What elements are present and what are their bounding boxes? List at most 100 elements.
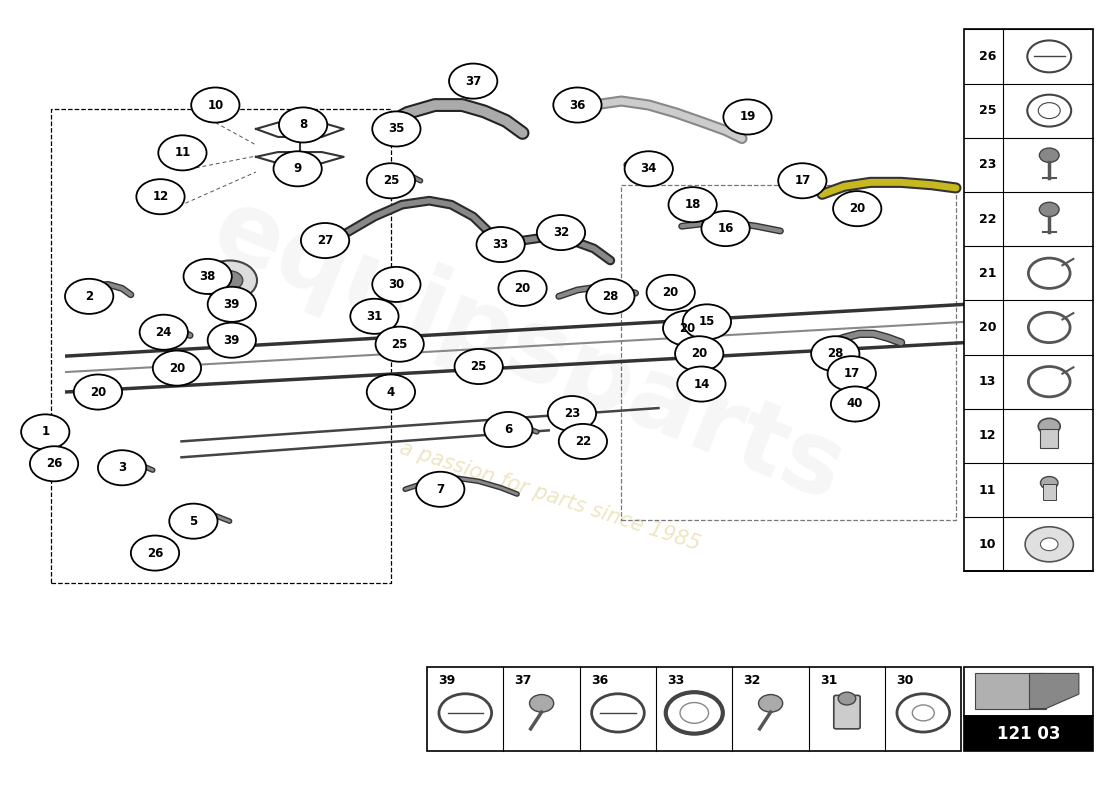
Text: 4: 4 [387, 386, 395, 398]
Circle shape [350, 298, 398, 334]
Text: 12: 12 [979, 430, 997, 442]
Circle shape [647, 275, 695, 310]
Circle shape [454, 349, 503, 384]
Text: 121 03: 121 03 [997, 725, 1060, 742]
Circle shape [537, 215, 585, 250]
Text: 39: 39 [223, 334, 240, 346]
Circle shape [372, 267, 420, 302]
Circle shape [759, 694, 783, 712]
Circle shape [169, 504, 218, 538]
Text: a passion for parts since 1985: a passion for parts since 1985 [397, 438, 703, 554]
Text: 14: 14 [693, 378, 710, 390]
Text: 15: 15 [698, 315, 715, 328]
Circle shape [827, 356, 876, 391]
Circle shape [702, 211, 750, 246]
FancyBboxPatch shape [964, 717, 1093, 750]
Text: 25: 25 [471, 360, 487, 373]
Text: 12: 12 [153, 190, 168, 203]
Circle shape [65, 279, 113, 314]
Circle shape [559, 424, 607, 459]
Text: 13: 13 [979, 375, 997, 388]
Text: 36: 36 [591, 674, 608, 687]
Circle shape [1040, 148, 1059, 162]
Circle shape [1025, 526, 1074, 562]
Text: 26: 26 [46, 458, 63, 470]
Text: 8: 8 [299, 118, 307, 131]
Circle shape [1041, 538, 1058, 550]
Text: equipsparts: equipsparts [198, 182, 858, 523]
Text: 36: 36 [569, 98, 585, 111]
Text: 24: 24 [155, 326, 172, 338]
Text: 10: 10 [207, 98, 223, 111]
Text: 18: 18 [684, 198, 701, 211]
Circle shape [366, 163, 415, 198]
Circle shape [548, 396, 596, 431]
Text: 20: 20 [849, 202, 866, 215]
Circle shape [366, 374, 415, 410]
Circle shape [838, 692, 856, 705]
Text: 32: 32 [744, 674, 761, 687]
FancyBboxPatch shape [834, 695, 860, 729]
Text: 38: 38 [199, 270, 216, 283]
Text: 26: 26 [979, 50, 997, 63]
FancyBboxPatch shape [964, 30, 1093, 571]
Circle shape [375, 326, 424, 362]
Circle shape [663, 310, 712, 346]
Text: 35: 35 [388, 122, 405, 135]
Text: 10: 10 [979, 538, 997, 550]
Polygon shape [975, 674, 1046, 709]
Text: 7: 7 [437, 482, 444, 496]
Text: 5: 5 [189, 514, 198, 528]
Circle shape [529, 694, 553, 712]
Circle shape [21, 414, 69, 450]
Circle shape [484, 412, 532, 447]
Circle shape [1040, 202, 1059, 217]
Text: 34: 34 [640, 162, 657, 175]
Text: 37: 37 [515, 674, 531, 687]
Text: 16: 16 [717, 222, 734, 235]
FancyBboxPatch shape [964, 667, 1093, 717]
Text: 33: 33 [667, 674, 684, 687]
Circle shape [191, 87, 240, 122]
Text: 39: 39 [223, 298, 240, 311]
Text: 20: 20 [662, 286, 679, 299]
Circle shape [202, 261, 257, 300]
Text: 32: 32 [553, 226, 569, 239]
Text: 25: 25 [383, 174, 399, 187]
Text: 20: 20 [979, 321, 997, 334]
Circle shape [675, 336, 724, 371]
Circle shape [279, 107, 328, 142]
Circle shape [158, 135, 207, 170]
Circle shape [131, 535, 179, 570]
Circle shape [98, 450, 146, 486]
FancyBboxPatch shape [1041, 429, 1058, 448]
Text: 20: 20 [515, 282, 530, 295]
Circle shape [301, 223, 349, 258]
Text: 3: 3 [118, 462, 127, 474]
Circle shape [683, 304, 732, 339]
Circle shape [184, 259, 232, 294]
Text: 28: 28 [602, 290, 618, 303]
Text: 9: 9 [294, 162, 301, 175]
Text: 25: 25 [392, 338, 408, 350]
Text: 40: 40 [847, 398, 864, 410]
Circle shape [625, 151, 673, 186]
Text: 22: 22 [979, 213, 997, 226]
Text: 21: 21 [979, 266, 997, 280]
Circle shape [217, 271, 243, 290]
Circle shape [153, 350, 201, 386]
Text: 20: 20 [679, 322, 695, 334]
Text: 37: 37 [465, 74, 482, 88]
Text: 17: 17 [844, 367, 860, 380]
Circle shape [372, 111, 420, 146]
Circle shape [208, 322, 256, 358]
Text: 31: 31 [820, 674, 837, 687]
Text: 11: 11 [979, 483, 997, 497]
Circle shape [1041, 477, 1058, 490]
Text: 23: 23 [979, 158, 997, 171]
Circle shape [498, 271, 547, 306]
Text: 30: 30 [896, 674, 913, 687]
Circle shape [669, 187, 717, 222]
Circle shape [830, 386, 879, 422]
Text: 19: 19 [739, 110, 756, 123]
